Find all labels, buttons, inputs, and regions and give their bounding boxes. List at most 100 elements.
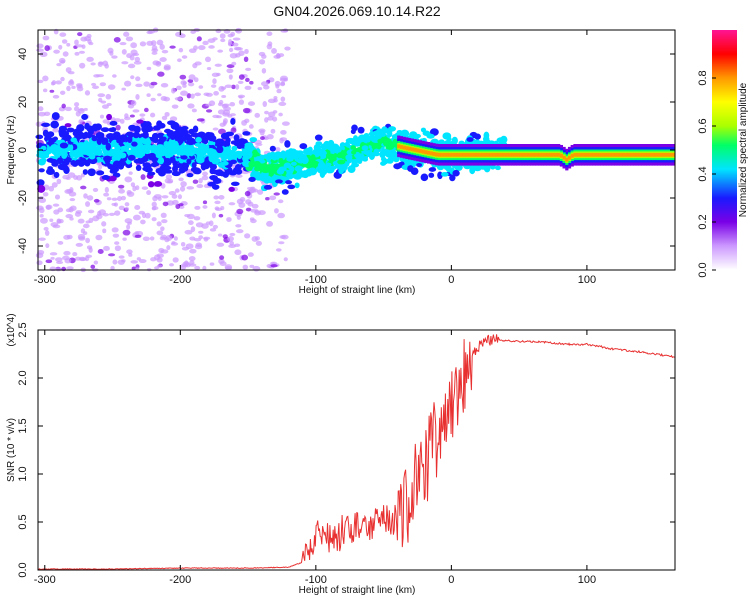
- heatmap-cell: [146, 190, 152, 196]
- heatmap-cell: [104, 157, 111, 165]
- heatmap-cell: [486, 152, 490, 157]
- heatmap-cell: [420, 173, 429, 182]
- heatmap-cell: [245, 77, 250, 83]
- heatmap-cell: [224, 264, 233, 271]
- heatmap-cell: [134, 234, 142, 239]
- snr-line: [37, 334, 675, 571]
- heatmap-cell: [265, 197, 270, 201]
- heatmap-cell: [291, 161, 297, 166]
- heatmap-cell: [466, 137, 474, 142]
- heatmap-cell: [227, 236, 234, 242]
- heatmap-cell: [247, 252, 254, 257]
- heatmap-cell: [230, 127, 237, 133]
- heatmap-cell: [92, 215, 100, 222]
- heatmap-cell: [222, 103, 230, 107]
- heatmap-cell: [45, 168, 55, 176]
- heatmap-cell: [102, 60, 109, 67]
- heatmap-cell: [259, 59, 266, 65]
- snr-x-label: Height of straight line (km): [299, 585, 416, 596]
- heatmap-cell: [351, 160, 357, 166]
- heatmap-cell: [180, 90, 189, 96]
- heatmap-cell: [216, 242, 225, 247]
- heatmap-cell: [141, 212, 147, 219]
- heatmap-cell: [511, 152, 515, 157]
- heatmap-cell: [131, 266, 137, 271]
- heatmap-cell: [214, 63, 222, 67]
- heatmap-cell: [462, 152, 466, 157]
- heatmap-cell: [202, 200, 208, 205]
- heatmap-cell: [166, 180, 173, 184]
- heatmap-cell: [565, 157, 569, 162]
- heatmap-cell: [217, 233, 223, 237]
- heatmap-cell: [58, 57, 66, 64]
- heatmap-cell: [451, 152, 455, 157]
- heatmap-cell: [361, 145, 369, 151]
- heatmap-cell: [456, 152, 461, 157]
- heatmap-cell: [139, 113, 146, 117]
- heatmap-cell: [66, 85, 71, 92]
- heatmap-cell: [176, 85, 182, 91]
- heatmap-cell: [188, 220, 194, 226]
- colorbar-tick-label: 0.0: [697, 262, 709, 277]
- heatmap-cell: [36, 152, 42, 158]
- heatmap-cell: [85, 220, 91, 224]
- heatmap-cell: [119, 42, 127, 46]
- heatmap-cell: [595, 152, 599, 157]
- heatmap-cell: [63, 250, 71, 256]
- spectrogram-y-tick-label: 0: [17, 147, 29, 153]
- heatmap-cell: [211, 212, 216, 219]
- heatmap-cell: [252, 170, 260, 176]
- heatmap-cell: [132, 185, 137, 192]
- heatmap-cell: [276, 88, 282, 94]
- heatmap-cell: [192, 125, 199, 133]
- heatmap-cell: [326, 143, 336, 151]
- heatmap-cell: [350, 129, 356, 135]
- heatmap-cell: [159, 44, 165, 50]
- heatmap-cell: [416, 162, 423, 168]
- heatmap-cell: [139, 41, 147, 47]
- heatmap-cell: [178, 205, 185, 209]
- heatmap-cell: [397, 144, 401, 149]
- heatmap-cell: [497, 152, 501, 157]
- heatmap-cell: [112, 74, 117, 78]
- heatmap-cell: [445, 152, 450, 157]
- heatmap-cell: [516, 152, 520, 157]
- heatmap-cell: [535, 152, 539, 157]
- heatmap-cell: [132, 109, 140, 113]
- heatmap-cell: [153, 254, 161, 261]
- heatmap-cell: [181, 55, 188, 59]
- heatmap-cell: [329, 157, 337, 162]
- snr-y-tick-label: 0.5: [17, 514, 29, 529]
- heatmap-cell: [64, 106, 72, 112]
- heatmap-cell: [278, 101, 287, 106]
- heatmap-cell: [212, 78, 217, 85]
- heatmap-cell: [173, 236, 178, 241]
- heatmap-cell: [188, 255, 196, 262]
- heatmap-cell: [81, 113, 89, 121]
- heatmap-cell: [496, 137, 506, 143]
- heatmap-cell: [160, 212, 167, 219]
- heatmap-cell: [368, 131, 375, 136]
- heatmap-cell: [127, 63, 136, 69]
- heatmap-cell: [124, 80, 132, 87]
- heatmap-cell: [275, 179, 283, 184]
- heatmap-cell: [238, 74, 245, 80]
- heatmap-cell: [61, 103, 66, 109]
- heatmap-cell: [108, 212, 116, 216]
- heatmap-cell: [135, 93, 140, 100]
- heatmap-cell: [110, 265, 115, 271]
- heatmap-cell: [204, 56, 211, 63]
- heatmap-cell: [86, 195, 94, 201]
- heatmap-cell: [218, 85, 225, 92]
- heatmap-cell: [90, 264, 96, 269]
- heatmap-cell: [180, 181, 187, 187]
- heatmap-cell: [156, 144, 165, 149]
- heatmap-cell: [270, 128, 276, 134]
- heatmap-cell: [215, 207, 223, 212]
- heatmap-cell: [474, 133, 481, 140]
- spectrogram-x-tick-label: 100: [578, 274, 596, 286]
- heatmap-cell: [254, 236, 260, 241]
- heatmap-cell: [371, 143, 379, 150]
- heatmap-cell: [212, 37, 218, 41]
